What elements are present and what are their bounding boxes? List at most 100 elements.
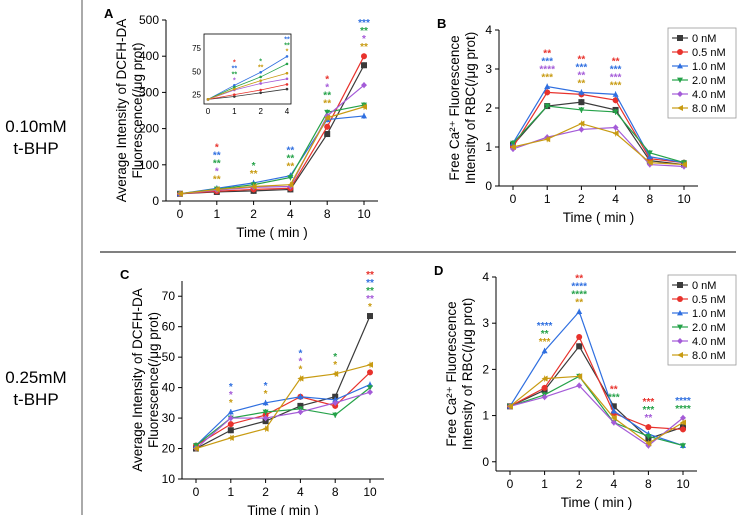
significance-stars: ** [543, 49, 551, 60]
inset-series-line-8-0 [207, 72, 288, 100]
legend-entry-2-0: 2.0 nM [692, 75, 726, 87]
marker-triangle-left [287, 181, 294, 188]
marker-triangle-down [578, 107, 585, 113]
marker-triangle-down [677, 77, 683, 83]
inset-marker [285, 77, 289, 81]
inset-marker [233, 85, 236, 89]
series-line-2-0 [509, 375, 684, 447]
marker-triangle-up [612, 91, 619, 97]
panel-label-C: C [120, 267, 130, 282]
marker-diamond [576, 382, 583, 389]
x-tick-label: 4 [297, 485, 304, 499]
significance-stars: ** [578, 78, 586, 89]
row-label-bottom-agent: t-BHP [13, 390, 58, 409]
significance-stars: **** [675, 396, 691, 407]
significance-stars: * [229, 382, 233, 393]
marker-triangle-left [213, 186, 220, 193]
x-tick-label: 10 [676, 477, 690, 491]
x-tick-label: 0 [507, 477, 514, 491]
marker-triangle-up [361, 112, 367, 119]
x-tick-label: 1 [544, 192, 551, 206]
marker-triangle-up [646, 153, 653, 160]
inset-marker [233, 93, 236, 96]
series-line-8-0 [509, 375, 684, 445]
significance-stars: ** [366, 294, 374, 305]
marker-triangle-up [227, 408, 234, 415]
significance-stars: ** [575, 274, 583, 285]
x-tick-label: 1 [227, 485, 234, 499]
marker-square [367, 313, 373, 320]
series-line-1-0 [509, 310, 684, 447]
y-tick-label: 20 [162, 442, 176, 456]
series-line-1-0 [512, 85, 685, 164]
marker-triangle-up [541, 347, 548, 354]
marker-triangle-left [262, 425, 269, 432]
x-tick-label: 4 [612, 192, 619, 206]
legend-entry-4-0: 4.0 nM [692, 336, 726, 348]
y-tick-label: 2 [482, 362, 489, 376]
significance-stars: **** [537, 321, 553, 332]
marker-circle [324, 123, 331, 130]
marker-diamond [677, 338, 683, 344]
marker-circle [680, 426, 686, 433]
marker-diamond [612, 124, 619, 131]
x-tick-label: 1 [213, 207, 220, 221]
marker-triangle-left [324, 114, 331, 121]
inset-marker [285, 83, 289, 86]
y-tick-label: 50 [162, 350, 176, 364]
marker-diamond [677, 91, 683, 97]
marker-triangle-down [510, 140, 516, 147]
inset-x-tick-label: 0 [206, 107, 211, 116]
significance-stars: *** [358, 18, 370, 29]
marker-triangle-left [510, 144, 516, 150]
series-line-1-0 [179, 115, 365, 195]
significance-stars: ** [366, 270, 374, 281]
panel-label-A: A [104, 6, 114, 21]
inset-frame [203, 33, 292, 105]
row-label-top-concentration: 0.10mM [5, 117, 66, 136]
x-tick-label: 4 [287, 207, 294, 221]
y-axis-label-line1: Free Ca²⁺ Fluorescence [447, 35, 462, 180]
marker-circle [544, 89, 551, 96]
marker-triangle-up [677, 63, 683, 69]
marker-square [297, 402, 304, 409]
significance-stars: *** [643, 397, 655, 408]
x-axis-label: Time ( min ) [247, 503, 319, 515]
y-axis-label-line2: Fluorescence(/μg prot) [146, 312, 161, 448]
marker-circle [262, 412, 269, 419]
inset-significance-stars: ** [284, 36, 290, 43]
x-axis-label: Time ( min ) [561, 495, 633, 510]
marker-circle [677, 296, 683, 302]
inset-marker [285, 62, 289, 66]
marker-triangle-up [544, 83, 551, 89]
significance-stars: **** [571, 290, 587, 301]
marker-diamond [297, 408, 304, 415]
inset-marker [206, 98, 210, 101]
y-tick-label: 60 [162, 320, 176, 334]
inset-significance-stars: ** [284, 42, 290, 49]
significance-stars: **** [571, 282, 587, 293]
significance-stars: ** [323, 90, 331, 101]
legend-entry-0: 0 nM [692, 280, 716, 292]
significance-stars: ** [213, 150, 221, 161]
significance-stars: ** [323, 98, 331, 109]
marker-triangle-up [677, 310, 683, 316]
significance-stars: *** [643, 405, 655, 416]
significance-stars: *** [539, 337, 551, 348]
x-tick-label: 1 [541, 477, 548, 491]
significance-stars: **** [539, 65, 555, 76]
marker-diamond [332, 399, 339, 406]
series-line-0 [195, 315, 371, 450]
inset-marker [233, 84, 236, 87]
marker-triangle-left [681, 161, 687, 168]
x-tick-label: 0 [177, 207, 184, 221]
legend-entry-8-0: 8.0 nM [692, 103, 726, 115]
inset-series-line-0-5 [207, 84, 288, 100]
marker-triangle-left [361, 103, 367, 110]
significance-stars: * [368, 302, 372, 313]
y-axis-label-line1: Average Intensity of DCFH-DA [114, 19, 129, 203]
inset-significance-stars: ** [232, 71, 238, 78]
marker-triangle-left [177, 190, 183, 197]
inset-significance-stars: * [233, 59, 236, 66]
significance-stars: * [215, 166, 219, 177]
